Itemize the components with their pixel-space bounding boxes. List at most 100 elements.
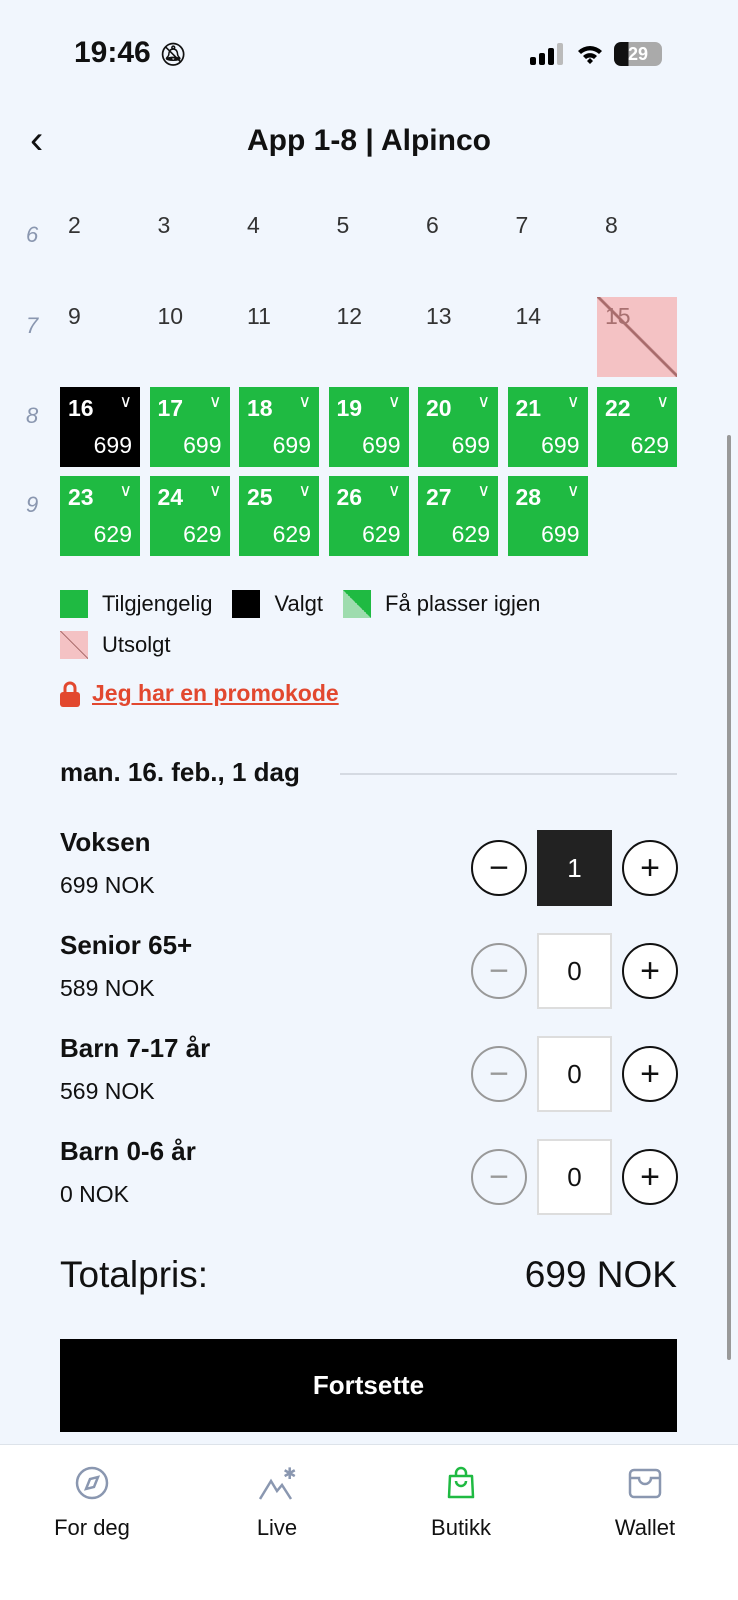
day-number: 18 bbox=[247, 395, 273, 421]
day-number: 2 bbox=[68, 212, 81, 238]
quantity-field[interactable]: 0 bbox=[537, 1139, 612, 1215]
plus-icon: + bbox=[640, 1157, 660, 1196]
status-time: 19:46 🔕︎ bbox=[74, 36, 188, 69]
day-number: 5 bbox=[336, 212, 350, 238]
day-number: 8 bbox=[605, 212, 618, 238]
ticket-name: Senior 65+ bbox=[60, 930, 193, 960]
divider bbox=[340, 773, 677, 775]
chevron-down-icon[interactable]: ∨ bbox=[477, 392, 490, 411]
plus-icon: + bbox=[640, 848, 660, 887]
day-price: 629 bbox=[451, 521, 490, 547]
day-number: 25 bbox=[247, 484, 273, 510]
calendar-day[interactable]: 28 ∨ 699 bbox=[507, 476, 588, 556]
calendar-day[interactable]: 18 ∨ 699 bbox=[239, 387, 319, 467]
day-price: 629 bbox=[630, 432, 669, 458]
day-price: 699 bbox=[541, 521, 580, 547]
chevron-down-icon[interactable]: ∨ bbox=[567, 481, 580, 500]
day-number: 10 bbox=[157, 303, 184, 329]
chevron-down-icon[interactable]: ∨ bbox=[477, 481, 490, 500]
calendar-day: 15 bbox=[597, 297, 677, 377]
status-icons: 29 bbox=[530, 42, 662, 66]
legend-few-swatch bbox=[343, 590, 371, 618]
calendar-day[interactable]: 25 ∨ 629 bbox=[239, 476, 319, 556]
day-number: 11 bbox=[247, 303, 271, 329]
tab-label: Butikk bbox=[431, 1515, 491, 1540]
day-price: 699 bbox=[93, 432, 132, 458]
chevron-down-icon[interactable]: ∨ bbox=[298, 481, 311, 500]
decrease-button[interactable]: − bbox=[471, 840, 527, 896]
chevron-down-icon[interactable]: ∨ bbox=[209, 481, 222, 500]
plus-icon: + bbox=[640, 1054, 660, 1093]
tab-for-deg[interactable]: For deg bbox=[22, 1465, 162, 1541]
week-number: 9 bbox=[26, 492, 39, 517]
calendar-day: 13 bbox=[418, 297, 498, 377]
calendar-day[interactable]: 17 ∨ 699 bbox=[149, 387, 230, 467]
chevron-down-icon[interactable]: ∨ bbox=[209, 392, 222, 411]
day-price: 699 bbox=[272, 432, 311, 458]
chevron-down-icon[interactable]: ∨ bbox=[567, 392, 580, 411]
minus-icon: − bbox=[489, 1157, 509, 1196]
day-number: 26 bbox=[336, 484, 363, 510]
quantity-field[interactable]: 1 bbox=[537, 830, 612, 906]
legend-sold-swatch bbox=[60, 631, 88, 659]
compass-icon bbox=[75, 1466, 109, 1500]
ticket-price: 569 NOK bbox=[60, 1078, 155, 1104]
tab-label: Live bbox=[256, 1515, 298, 1540]
calendar-day[interactable]: 21 ∨ 699 bbox=[507, 387, 588, 467]
day-number: 15 bbox=[605, 303, 631, 329]
quantity-field[interactable]: 0 bbox=[537, 933, 612, 1009]
decrease-button[interactable]: − bbox=[471, 943, 527, 999]
chevron-down-icon[interactable]: ∨ bbox=[119, 392, 132, 411]
decrease-button[interactable]: − bbox=[471, 1149, 527, 1205]
calendar-day[interactable]: 26 ∨ 629 bbox=[328, 476, 409, 556]
page-title: App 1-8 | Alpinco bbox=[247, 124, 491, 157]
tab-live[interactable]: ✱ Live bbox=[207, 1465, 347, 1541]
day-number: 21 bbox=[515, 395, 542, 421]
increase-button[interactable]: + bbox=[622, 1149, 678, 1205]
continue-button[interactable]: Fortsette bbox=[60, 1339, 677, 1432]
day-price: 629 bbox=[183, 521, 222, 547]
tab-bar: For deg ✱ Live Butikk Wallet bbox=[0, 1444, 738, 1600]
calendar-day[interactable]: 19 ∨ 699 bbox=[328, 387, 409, 467]
ticket-price: 0 NOK bbox=[60, 1181, 130, 1207]
lock-icon bbox=[60, 681, 80, 707]
minus-icon: − bbox=[489, 951, 509, 990]
calendar-day[interactable]: 16 ∨ 699 bbox=[60, 387, 140, 467]
day-number: 12 bbox=[336, 303, 363, 329]
tab-label: Wallet bbox=[614, 1515, 676, 1540]
day-number: 4 bbox=[247, 212, 260, 238]
total-value: 699 NOK bbox=[524, 1254, 677, 1295]
day-number: 23 bbox=[68, 484, 94, 510]
chevron-down-icon[interactable]: ∨ bbox=[119, 481, 132, 500]
calendar-day[interactable]: 27 ∨ 629 bbox=[418, 476, 498, 556]
wallet-icon bbox=[628, 1468, 662, 1499]
decrease-button[interactable]: − bbox=[471, 1046, 527, 1102]
chevron-down-icon[interactable]: ∨ bbox=[388, 392, 401, 411]
calendar-day: 12 bbox=[329, 297, 409, 377]
increase-button[interactable]: + bbox=[622, 1046, 678, 1102]
increase-button[interactable]: + bbox=[622, 840, 678, 896]
increase-button[interactable]: + bbox=[622, 943, 678, 999]
chevron-down-icon[interactable]: ∨ bbox=[656, 392, 669, 411]
calendar-day[interactable]: 23 ∨ 629 bbox=[60, 476, 140, 556]
quantity-field[interactable]: 0 bbox=[537, 1036, 612, 1112]
calendar-day[interactable]: 24 ∨ 629 bbox=[149, 476, 230, 556]
minus-icon: − bbox=[489, 1054, 509, 1093]
chevron-down-icon[interactable]: ∨ bbox=[388, 481, 401, 500]
promo-code-label[interactable]: Jeg har en promokode bbox=[92, 680, 339, 706]
svg-text:✱: ✱ bbox=[283, 1466, 296, 1483]
ticket-price: 699 NOK bbox=[60, 872, 155, 898]
back-button[interactable]: ‹ bbox=[30, 118, 44, 162]
tab-wallet[interactable]: Wallet bbox=[575, 1465, 715, 1541]
promo-code-link[interactable]: Jeg har en promokode bbox=[60, 680, 339, 707]
tab-butikk[interactable]: Butikk bbox=[391, 1465, 531, 1541]
calendar-day[interactable]: 20 ∨ 699 bbox=[418, 387, 498, 467]
calendar-day: 4 bbox=[239, 206, 319, 286]
day-number: 9 bbox=[68, 303, 81, 329]
day-price: 699 bbox=[541, 432, 580, 458]
calendar-day: 6 bbox=[418, 206, 498, 286]
calendar-day[interactable]: 22 ∨ 629 bbox=[597, 387, 677, 467]
chevron-down-icon[interactable]: ∨ bbox=[298, 392, 311, 411]
day-number: 16 bbox=[68, 395, 94, 421]
scrollbar[interactable] bbox=[727, 435, 731, 1360]
